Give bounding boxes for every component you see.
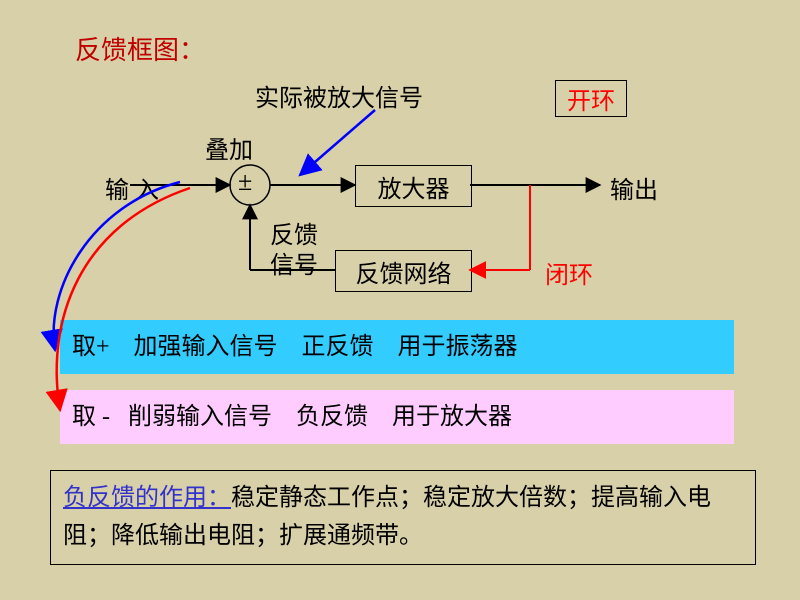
feedback-network-box: 反馈网络 — [335, 250, 472, 292]
positive-feedback-text: 取+ 加强输入信号 正反馈 用于振荡器 — [72, 334, 518, 360]
label-input: 输 入 — [105, 170, 159, 205]
amplifier-label: 放大器 — [378, 169, 450, 204]
open-loop-box: 开环 — [555, 80, 627, 117]
label-feedback-signal-2: 信号 — [270, 245, 318, 280]
nfb-role-box: 负反馈的作用：稳定静态工作点；稳定放大倍数；提高输入电阻；降低输出电阻；扩展通频… — [50, 470, 756, 565]
label-output: 输出 — [610, 170, 658, 205]
nfb-heading: 负反馈的作用： — [63, 485, 231, 511]
positive-feedback-row: 取+ 加强输入信号 正反馈 用于振荡器 — [60, 320, 734, 374]
label-superpose: 叠加 — [205, 130, 253, 165]
label-closed-loop: 闭环 — [545, 255, 593, 290]
diagram-title: 反馈框图： — [75, 30, 205, 67]
feedback-network-label: 反馈网络 — [356, 254, 452, 289]
negative-feedback-text: 取 - 削弱输入信号 负反馈 用于放大器 — [72, 404, 512, 430]
open-loop-label: 开环 — [567, 81, 615, 116]
amplifier-box: 放大器 — [355, 165, 472, 207]
label-actual-signal: 实际被放大信号 — [255, 78, 423, 113]
negative-feedback-row: 取 - 削弱输入信号 负反馈 用于放大器 — [60, 390, 734, 444]
plus-minus-symbol: ± — [238, 167, 252, 197]
